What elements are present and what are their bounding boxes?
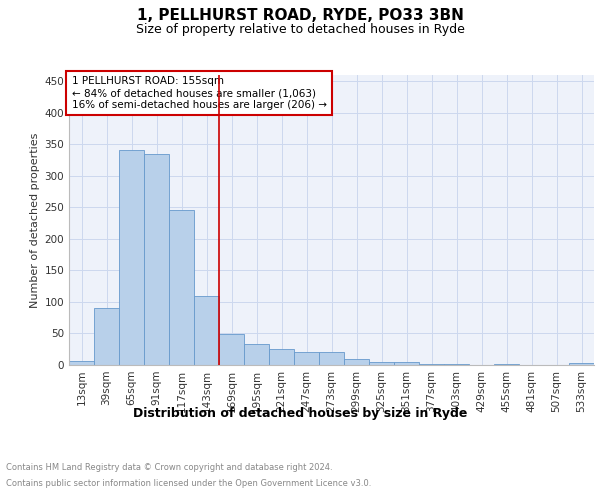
Bar: [219, 334, 244, 365]
Bar: [494, 364, 519, 365]
Bar: [169, 210, 194, 365]
Bar: [244, 344, 269, 365]
Text: Contains HM Land Registry data © Crown copyright and database right 2024.: Contains HM Land Registry data © Crown c…: [6, 462, 332, 471]
Bar: [94, 308, 119, 365]
Bar: [344, 358, 369, 365]
Bar: [369, 362, 394, 365]
Bar: [119, 150, 144, 365]
Bar: [144, 154, 169, 365]
Bar: [444, 364, 469, 365]
Bar: [569, 363, 594, 365]
Bar: [419, 364, 444, 365]
Bar: [269, 349, 294, 365]
Bar: [69, 360, 94, 365]
Text: Size of property relative to detached houses in Ryde: Size of property relative to detached ho…: [136, 22, 464, 36]
Text: Distribution of detached houses by size in Ryde: Distribution of detached houses by size …: [133, 408, 467, 420]
Bar: [194, 296, 219, 365]
Y-axis label: Number of detached properties: Number of detached properties: [30, 132, 40, 308]
Bar: [319, 352, 344, 365]
Bar: [294, 352, 319, 365]
Text: 1, PELLHURST ROAD, RYDE, PO33 3BN: 1, PELLHURST ROAD, RYDE, PO33 3BN: [137, 8, 463, 22]
Text: Contains public sector information licensed under the Open Government Licence v3: Contains public sector information licen…: [6, 479, 371, 488]
Bar: [394, 362, 419, 365]
Text: 1 PELLHURST ROAD: 155sqm
← 84% of detached houses are smaller (1,063)
16% of sem: 1 PELLHURST ROAD: 155sqm ← 84% of detach…: [71, 76, 326, 110]
